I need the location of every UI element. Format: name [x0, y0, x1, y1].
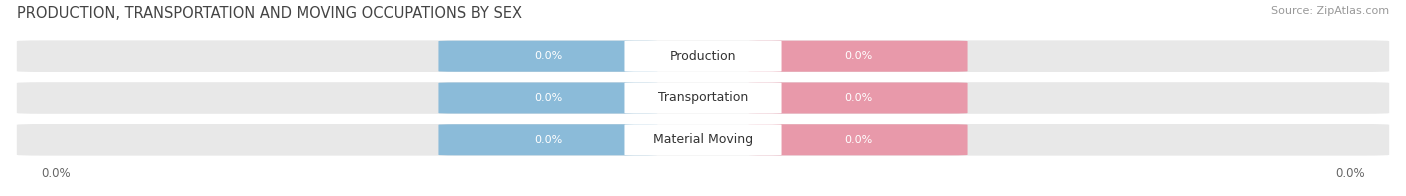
- Text: PRODUCTION, TRANSPORTATION AND MOVING OCCUPATIONS BY SEX: PRODUCTION, TRANSPORTATION AND MOVING OC…: [17, 6, 522, 21]
- FancyBboxPatch shape: [624, 124, 782, 155]
- FancyBboxPatch shape: [624, 41, 782, 72]
- FancyBboxPatch shape: [17, 124, 1389, 156]
- Text: 0.0%: 0.0%: [844, 93, 872, 103]
- Text: Material Moving: Material Moving: [652, 133, 754, 146]
- Text: 0.0%: 0.0%: [534, 93, 562, 103]
- FancyBboxPatch shape: [624, 83, 782, 113]
- Text: 0.0%: 0.0%: [844, 51, 872, 61]
- Text: 0.0%: 0.0%: [42, 167, 72, 180]
- FancyBboxPatch shape: [748, 83, 967, 113]
- FancyBboxPatch shape: [17, 82, 1389, 114]
- FancyBboxPatch shape: [439, 83, 658, 113]
- Text: 0.0%: 0.0%: [534, 51, 562, 61]
- FancyBboxPatch shape: [748, 124, 967, 155]
- Text: 0.0%: 0.0%: [844, 135, 872, 145]
- Text: Source: ZipAtlas.com: Source: ZipAtlas.com: [1271, 6, 1389, 16]
- Text: 0.0%: 0.0%: [534, 135, 562, 145]
- Text: Production: Production: [669, 50, 737, 63]
- Text: Transportation: Transportation: [658, 92, 748, 104]
- Text: 0.0%: 0.0%: [1334, 167, 1364, 180]
- FancyBboxPatch shape: [748, 41, 967, 72]
- FancyBboxPatch shape: [439, 124, 658, 155]
- FancyBboxPatch shape: [17, 40, 1389, 72]
- FancyBboxPatch shape: [439, 41, 658, 72]
